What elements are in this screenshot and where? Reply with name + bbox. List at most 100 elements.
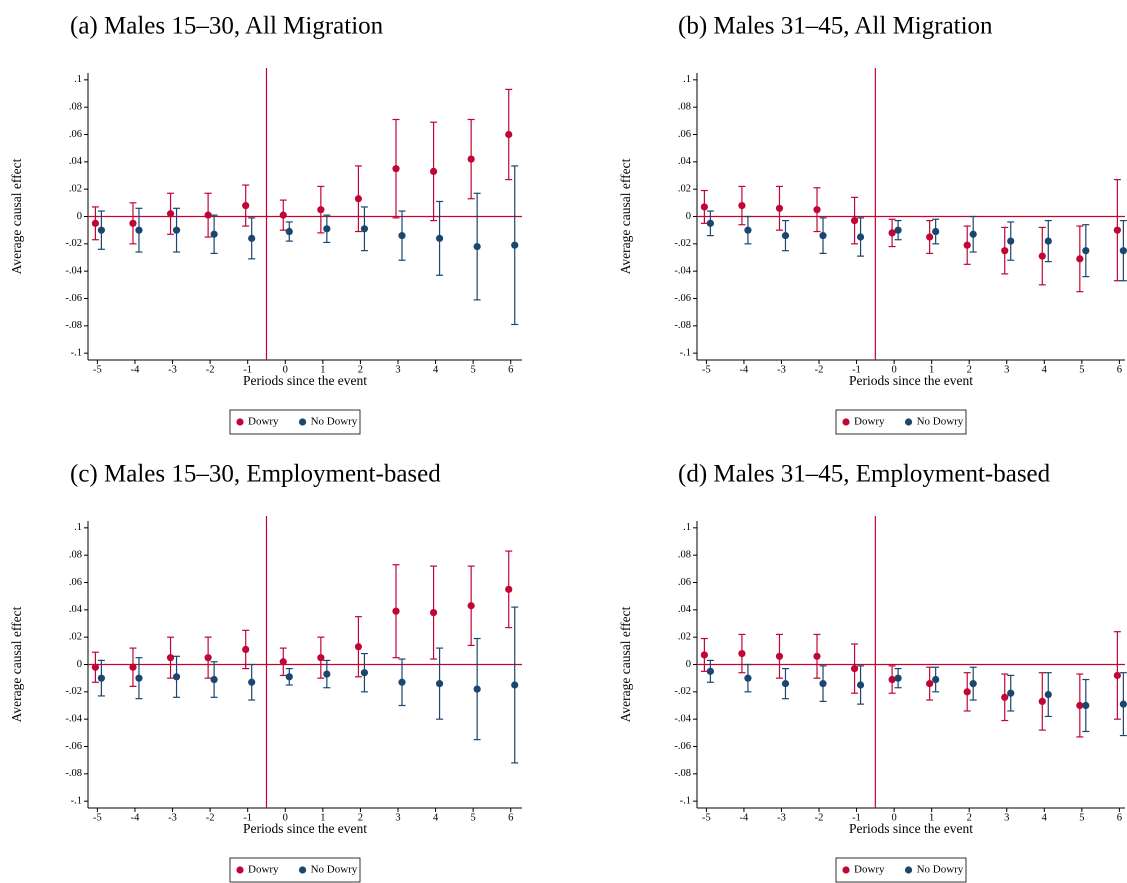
point: [775, 204, 784, 212]
y-tick-label: .04: [69, 604, 83, 615]
point: [505, 130, 513, 139]
x-tick-label: 3: [395, 364, 400, 375]
panel: (a) Males 15–30, All Migration -.1 -.08 -.0…: [9, 13, 522, 435]
x-tick-label: 5: [471, 812, 476, 823]
y-tick-label: .06: [69, 577, 82, 588]
y-tick-label: 0: [686, 659, 691, 670]
legend-marker: [904, 418, 913, 426]
point: [360, 669, 369, 677]
y-tick-label: .04: [678, 604, 692, 615]
y-tick-label: .02: [69, 632, 82, 643]
point: [850, 217, 859, 225]
x-tick-label: 0: [283, 364, 288, 375]
x-tick-label: 0: [891, 364, 896, 375]
point: [511, 241, 519, 249]
x-tick-label: -3: [168, 812, 177, 823]
x-axis-label: Periods since the event: [849, 821, 973, 836]
y-tick-label: -.1: [680, 796, 691, 807]
point: [700, 651, 708, 659]
point: [354, 643, 363, 651]
point: [1044, 690, 1052, 699]
point: [429, 167, 438, 175]
panel-title: (a) Males 15–30, All Migration: [70, 13, 384, 40]
point: [166, 210, 175, 218]
x-tick-label: -2: [206, 364, 215, 375]
point: [1082, 701, 1090, 710]
x-tick-label: 3: [395, 812, 400, 823]
y-tick-label: .06: [69, 129, 82, 140]
point: [744, 226, 752, 234]
y-tick-label: -.1: [71, 348, 82, 359]
panel-title: (d) Males 31–45, Employment-based: [678, 461, 1051, 488]
x-tick-label: -3: [168, 364, 177, 375]
point: [505, 585, 513, 593]
point: [1113, 226, 1121, 234]
point: [467, 602, 475, 610]
y-tick-label: -.06: [674, 293, 691, 304]
x-tick-label: 6: [508, 364, 513, 375]
x-tick-label: -1: [852, 364, 861, 375]
y-tick-label: .02: [678, 632, 691, 643]
y-tick-label: -.08: [65, 320, 82, 331]
y-tick-label: -.1: [680, 348, 691, 359]
point: [279, 211, 287, 219]
point: [97, 226, 105, 234]
y-tick-label: .04: [69, 156, 83, 167]
point: [392, 165, 400, 173]
y-tick-label: .02: [69, 184, 82, 195]
x-tick-label: -4: [740, 812, 749, 823]
x-tick-label: -4: [131, 812, 140, 823]
point: [894, 674, 902, 682]
legend-label: No Dowry: [917, 416, 964, 428]
point: [1119, 700, 1127, 708]
x-tick-label: 2: [967, 812, 972, 823]
x-tick-label: -1: [852, 812, 861, 823]
legend-marker: [904, 866, 913, 874]
panel-title: (c) Males 15–30, Employment-based: [70, 461, 441, 488]
legend-label: Dowry: [248, 864, 279, 876]
panel: (b) Males 31–45, All Migration -.1 -.08 -.0…: [618, 13, 1127, 435]
x-tick-label: -2: [206, 812, 215, 823]
point: [473, 242, 481, 251]
point: [856, 233, 865, 241]
x-tick-label: 2: [358, 812, 363, 823]
y-tick-label: .08: [69, 102, 82, 113]
x-tick-label: -4: [740, 364, 749, 375]
y-tick-label: .08: [69, 550, 82, 561]
y-tick-label: 0: [77, 659, 82, 670]
y-tick-label: -.04: [65, 714, 82, 725]
x-tick-label: -5: [93, 812, 102, 823]
y-axis-label: Average causal effect: [618, 158, 633, 274]
y-axis-label: Average causal effect: [9, 606, 24, 722]
point: [166, 654, 175, 662]
point: [210, 230, 218, 238]
point: [354, 195, 363, 203]
y-tick-label: -.08: [674, 768, 691, 779]
y-tick-label: -.02: [674, 238, 691, 249]
point: [323, 225, 331, 233]
point: [210, 675, 218, 684]
point: [91, 663, 99, 671]
x-tick-label: 2: [967, 364, 972, 375]
y-tick-label: -.06: [674, 741, 691, 752]
x-tick-label: 4: [433, 364, 439, 375]
point: [285, 673, 293, 681]
x-tick-label: 4: [1042, 812, 1048, 823]
x-tick-label: -5: [702, 812, 711, 823]
point: [1076, 701, 1084, 710]
point: [700, 203, 708, 211]
point: [242, 201, 250, 210]
x-tick-label: 5: [1079, 364, 1084, 375]
point: [1038, 252, 1046, 260]
legend-marker: [298, 418, 307, 426]
x-tick-label: 6: [1117, 364, 1122, 375]
point: [323, 670, 331, 678]
point: [317, 206, 325, 214]
x-tick-label: 6: [508, 812, 513, 823]
y-tick-label: .1: [683, 74, 691, 85]
point: [172, 673, 181, 681]
point: [706, 219, 714, 227]
x-tick-label: 6: [1117, 812, 1122, 823]
point: [819, 232, 827, 240]
x-tick-label: 1: [929, 364, 934, 375]
